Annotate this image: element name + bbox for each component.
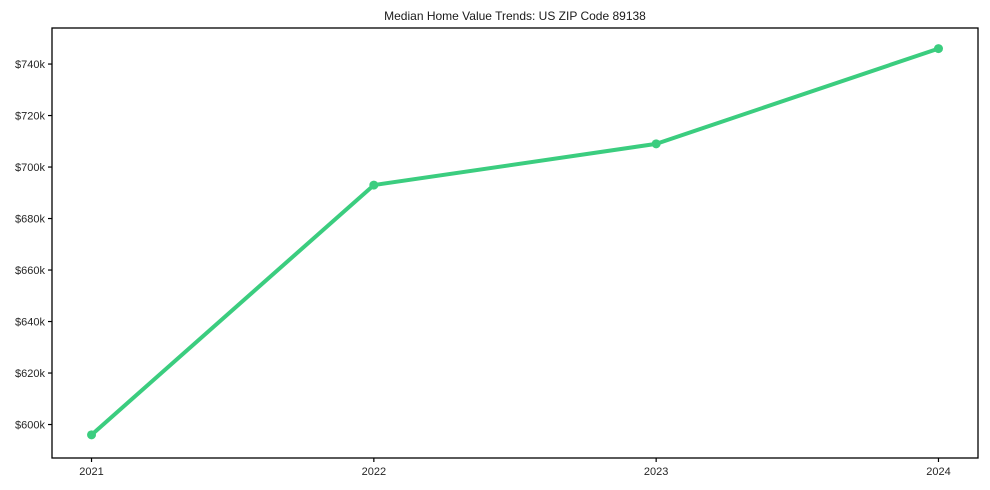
y-tick-label: $740k	[15, 59, 45, 71]
y-tick-label: $720k	[15, 111, 45, 123]
y-tick-label: $620k	[15, 368, 45, 380]
x-tick-label: 2022	[362, 466, 386, 478]
y-tick-label: $680k	[15, 214, 45, 226]
data-point-marker	[651, 139, 661, 149]
plot-area: $600k $620k $640k $660k $680k $700k $720k $740k…	[15, 27, 979, 478]
series-line	[89, 46, 941, 437]
y-tick-label: $700k	[15, 162, 45, 174]
plot-border	[51, 27, 979, 459]
data-point-marker	[87, 430, 97, 440]
y-tick-label: $640k	[15, 317, 45, 329]
x-tick-label: 2024	[926, 466, 950, 478]
x-tick-label: 2023	[644, 466, 668, 478]
chart-title: Median Home Value Trends: US ZIP Code 89…	[384, 9, 646, 23]
x-tick-label: 2021	[79, 466, 103, 478]
data-point-marker	[369, 180, 379, 190]
y-tick-label: $600k	[15, 420, 45, 432]
data-point-marker	[933, 44, 943, 54]
y-tick-label: $660k	[15, 265, 45, 277]
